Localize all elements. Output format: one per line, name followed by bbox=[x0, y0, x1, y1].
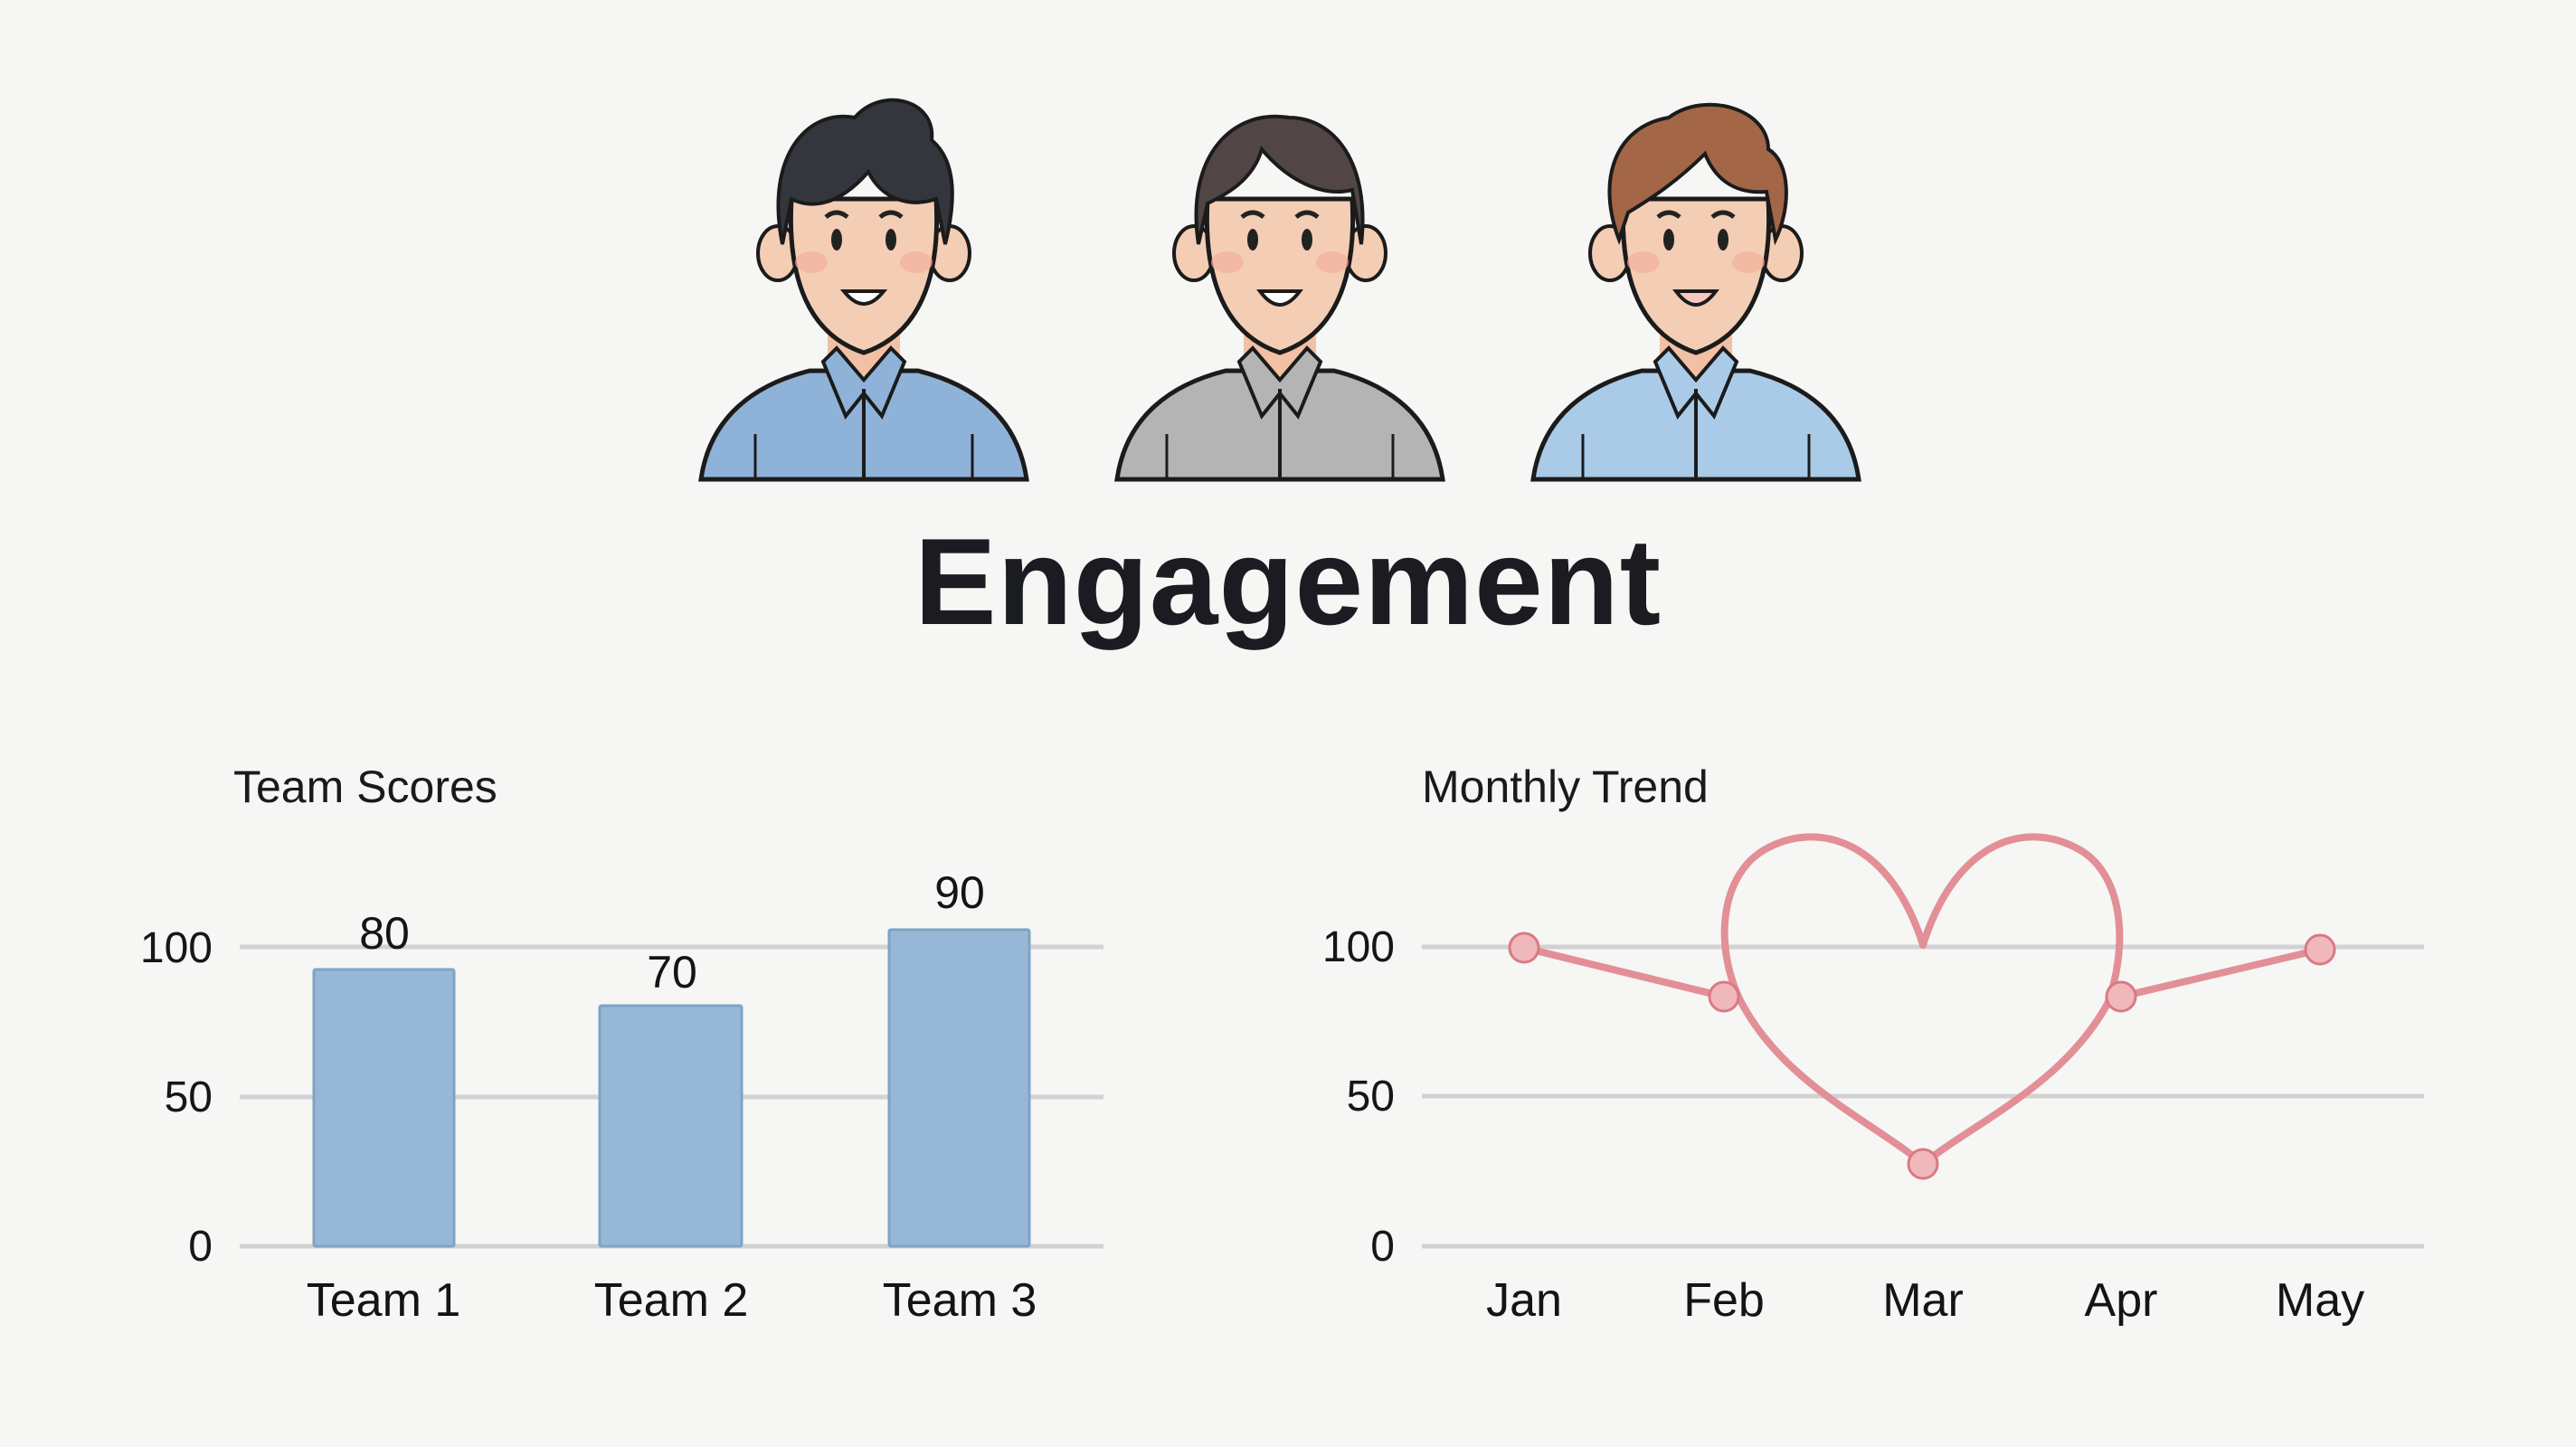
bar-y-tick-0: 0 bbox=[188, 1223, 213, 1271]
line-y-tick-100: 100 bbox=[1321, 923, 1395, 971]
line-chart-markers bbox=[1508, 932, 2336, 1180]
bar-x-label-team-1: Team 1 bbox=[306, 1274, 461, 1327]
line-x-label-may: May bbox=[2275, 1274, 2365, 1327]
bar-team-1 bbox=[312, 968, 456, 1248]
bar-team-2 bbox=[598, 1004, 743, 1248]
line-chart-gridlines bbox=[1422, 944, 2424, 1249]
bar-x-label-team-2: Team 2 bbox=[593, 1274, 749, 1327]
avatar-person-2-icon bbox=[1114, 114, 1445, 482]
marker-feb bbox=[1708, 980, 1740, 1013]
bar-value-team-2: 70 bbox=[647, 947, 697, 998]
bar-chart-bars bbox=[312, 928, 1031, 1248]
line-x-label-mar: Mar bbox=[1882, 1274, 1964, 1327]
bar-y-tick-100: 100 bbox=[139, 924, 213, 972]
line-x-label-feb: Feb bbox=[1683, 1274, 1765, 1327]
marker-mar bbox=[1907, 1148, 1939, 1180]
line-x-label-apr: Apr bbox=[2084, 1274, 2158, 1327]
bar-value-team-1: 80 bbox=[359, 908, 410, 959]
heart-line-icon bbox=[1720, 833, 2124, 1168]
line-y-tick-0: 0 bbox=[1370, 1223, 1395, 1271]
avatar-person-3-icon bbox=[1530, 102, 1861, 482]
bar-x-label-team-3: Team 3 bbox=[882, 1274, 1037, 1327]
line-chart-title: Monthly Trend bbox=[1422, 761, 1709, 812]
marker-apr bbox=[2105, 980, 2137, 1013]
bar-chart-title: Team Scores bbox=[233, 761, 497, 812]
marker-jan bbox=[1508, 932, 1540, 964]
line-chart-series bbox=[1520, 833, 2324, 1168]
bar-y-tick-50: 50 bbox=[164, 1073, 213, 1121]
line-x-label-jan: Jan bbox=[1486, 1274, 1562, 1327]
avatar-person-1-icon bbox=[698, 98, 1029, 482]
bar-value-team-3: 90 bbox=[934, 867, 985, 918]
line-y-tick-50: 50 bbox=[1346, 1073, 1395, 1121]
bar-team-3 bbox=[887, 928, 1031, 1248]
page-title: Engagement bbox=[914, 513, 1662, 650]
marker-may bbox=[2304, 933, 2336, 966]
